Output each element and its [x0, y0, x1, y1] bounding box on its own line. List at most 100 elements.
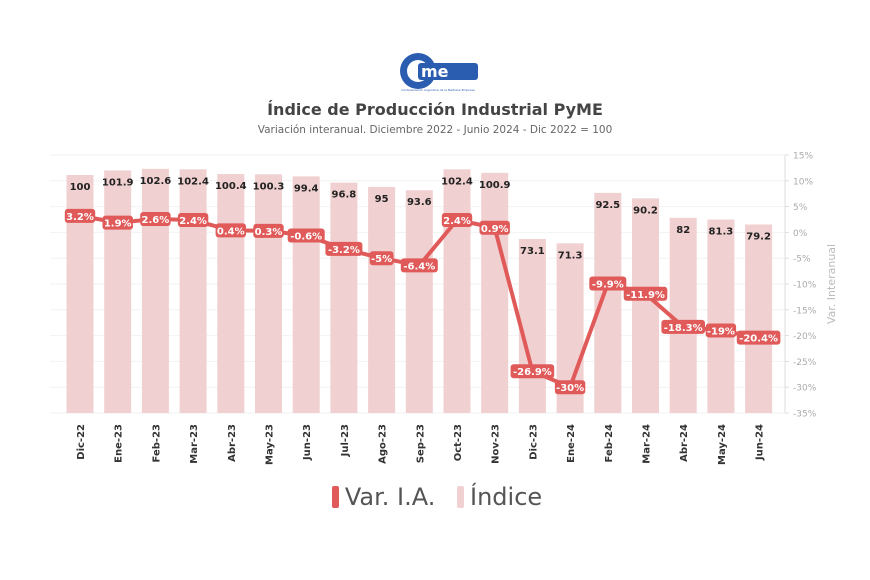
line-data-label: -3.2%: [328, 245, 360, 256]
line-point-Ene-24: [554, 380, 586, 395]
bar-Ago-23: [368, 186, 396, 413]
right-axis-tick-label: -10%: [793, 281, 817, 291]
line-data-label: -30%: [556, 383, 584, 394]
line-data-label: -20.4%: [739, 334, 778, 345]
x-tick-label: Feb-23: [151, 424, 162, 462]
x-tick-label: Jul-23: [340, 424, 351, 457]
came-logo: me: [400, 53, 478, 89]
bar-Abr-24: [669, 217, 697, 413]
line-data-label: -0.6%: [290, 231, 322, 242]
bar-data-label: 102.4: [177, 176, 209, 187]
bar-data-label: 101.9: [102, 177, 134, 188]
x-tick-label: Nov-23: [491, 424, 502, 464]
line-point-Ene-23: [102, 215, 133, 230]
chart-title: Índice de Producción Industrial PyME: [267, 100, 603, 119]
right-axis-tick-label: -20%: [793, 332, 817, 342]
bar-Jun-23: [292, 176, 320, 413]
x-tick-label: Jun-24: [755, 424, 766, 461]
line-data-label: 2.6%: [142, 215, 170, 226]
line-point-Abr-24: [661, 319, 705, 334]
bar-data-label: 79.2: [746, 232, 771, 243]
right-axis-tick-label: 10%: [793, 177, 813, 187]
line-data-label: -11.9%: [626, 290, 665, 301]
line-point-Abr-23: [215, 223, 246, 238]
legend-swatch-var: [331, 486, 339, 508]
bar-Abr-23: [217, 174, 245, 413]
right-axis-tick-label: 15%: [793, 152, 813, 162]
line-data-label: 0.3%: [255, 227, 283, 238]
legend: Var. I.A. Índice: [0, 482, 870, 511]
line-data-label: 1.9%: [104, 219, 132, 230]
legend-label-indice[interactable]: Índice: [470, 483, 543, 511]
line-data-label: -18.3%: [664, 323, 703, 334]
logo-tagline: Confederación Argentina de la Mediana Em…: [401, 88, 475, 92]
x-tick-label: Feb-24: [604, 424, 615, 462]
line-data-label: 0.9%: [481, 224, 509, 235]
bar-Dic-23: [518, 239, 546, 413]
right-axis-tick-label: 0%: [793, 229, 808, 239]
line-point-May-24: [705, 323, 737, 338]
bar-data-label: 100.4: [215, 181, 247, 192]
bar-Jun-24: [745, 224, 773, 413]
line-point-Dic-23: [510, 364, 555, 379]
bar-data-label: 73.1: [520, 246, 545, 257]
bar-data-label: 90.2: [633, 205, 658, 216]
bar-data-label: 102.6: [140, 176, 172, 187]
x-tick-label: Sep-23: [415, 424, 426, 463]
bar-Mar-23: [179, 169, 207, 413]
x-tick-label: Dic-22: [76, 424, 87, 460]
bar-data-label: 93.6: [407, 197, 432, 208]
line-data-label: 2.4%: [179, 216, 207, 227]
line-point-Feb-24: [589, 276, 627, 291]
x-tick-label: Ene-24: [566, 424, 577, 463]
legend-label-var[interactable]: Var. I.A.: [344, 483, 436, 511]
bar-data-label: 99.4: [294, 183, 319, 194]
right-axis-tick-label: -35%: [793, 410, 817, 420]
right-axis-tick-label: -15%: [793, 306, 817, 316]
bar-data-label: 100: [70, 182, 91, 193]
bar-data-label: 100.3: [253, 181, 285, 192]
line-point-Oct-23: [441, 213, 473, 228]
bar-May-24: [707, 219, 735, 413]
bar-data-label: 71.3: [558, 250, 583, 261]
bar-Feb-23: [141, 168, 169, 413]
chart-subtitle: Variación interanual. Diciembre 2022 - J…: [257, 124, 613, 136]
line-point-Mar-24: [623, 286, 668, 301]
line-data-label: -26.9%: [513, 367, 552, 378]
line-point-Jun-23: [287, 228, 325, 243]
right-axis-title: Var. Interanual: [825, 244, 838, 324]
bar-Jul-23: [330, 182, 358, 413]
line-point-Ago-23: [369, 251, 394, 266]
right-axis-tick-label: -5%: [793, 255, 811, 265]
line-data-label: 2.4%: [443, 216, 471, 227]
bar-Nov-23: [481, 172, 509, 413]
line-point-Dic-22: [64, 208, 96, 223]
x-tick-label: May-24: [717, 424, 728, 465]
x-tick-label: Oct-23: [453, 424, 464, 461]
bar-Oct-23: [443, 169, 471, 413]
bar-Feb-24: [594, 192, 622, 413]
line-point-Nov-23: [479, 220, 510, 235]
bar-Sep-23: [405, 190, 433, 413]
bar-Ene-23: [104, 170, 132, 413]
bar-data-label: 102.4: [441, 176, 473, 187]
x-tick-label: Mar-24: [642, 424, 653, 464]
line-data-label: -9.9%: [592, 279, 624, 290]
bar-data-label: 81.3: [709, 227, 734, 238]
line-data-label: 3.2%: [66, 212, 94, 223]
line-point-Mar-23: [177, 213, 209, 228]
right-axis-tick-label: -25%: [793, 358, 817, 368]
line-data-label: -6.4%: [403, 261, 435, 272]
chart-area: 15% 10% 5% 0% -5% -10% -15% -20% -25% -30% -35% Var…: [50, 152, 838, 465]
bar-Mar-24: [632, 198, 659, 413]
x-tick-label: Dic-23: [528, 424, 539, 460]
bar-data-label: 95: [375, 194, 389, 205]
x-tick-label: Ago-23: [378, 424, 389, 464]
x-tick-label: May-23: [265, 424, 276, 465]
bar-data-label: 100.9: [479, 180, 511, 191]
x-tick-label: Jun-23: [302, 424, 313, 461]
x-tick-label: Abr-23: [227, 424, 238, 462]
x-tick-label: Ene-23: [114, 424, 125, 463]
line-point-Jun-24: [736, 330, 781, 345]
bar-May-23: [255, 174, 282, 413]
